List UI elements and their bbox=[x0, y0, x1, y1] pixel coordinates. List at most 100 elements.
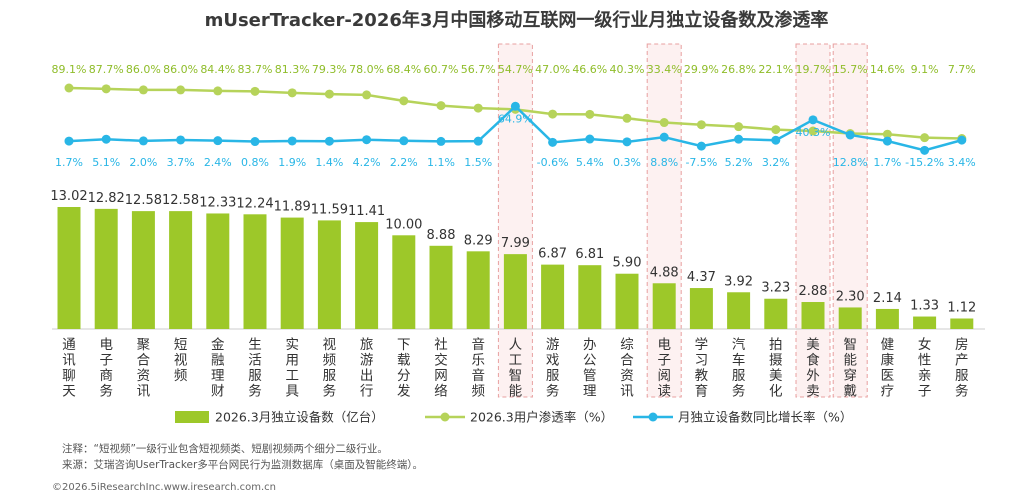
penetration-point bbox=[696, 120, 706, 130]
bar bbox=[57, 207, 81, 329]
penetration-point bbox=[399, 96, 409, 106]
growth-point bbox=[771, 135, 781, 145]
category-label: 音乐音频 bbox=[471, 336, 485, 400]
growth-label: 3.2% bbox=[762, 156, 790, 169]
bar bbox=[838, 307, 862, 329]
penetration-label: 19.7% bbox=[796, 63, 831, 76]
category-label: 健康医疗 bbox=[881, 337, 895, 400]
category-label: 学习教育 bbox=[695, 337, 709, 400]
penetration-point bbox=[324, 89, 334, 99]
bar bbox=[764, 298, 788, 329]
growth-label: -15.2% bbox=[905, 156, 944, 169]
growth-point bbox=[436, 136, 446, 146]
legend-label-bars: 2026.3月独立设备数（亿台） bbox=[215, 410, 384, 425]
penetration-point bbox=[64, 83, 74, 93]
growth-point bbox=[324, 136, 334, 146]
growth-point bbox=[510, 101, 520, 111]
penetration-point bbox=[622, 113, 632, 123]
penetration-point bbox=[882, 129, 892, 139]
penetration-label: 29.9% bbox=[684, 63, 719, 76]
bar-series bbox=[57, 207, 974, 329]
penetration-label: 87.7% bbox=[89, 63, 124, 76]
penetration-label: 40.3% bbox=[610, 63, 645, 76]
category-label: 旅游出行 bbox=[360, 337, 374, 400]
chart-source: 来源：艾瑞咨询UserTracker多平台网民行为监测数据库（桌面及智能终端）。 bbox=[62, 459, 424, 471]
penetration-point bbox=[659, 118, 669, 128]
bar bbox=[689, 288, 713, 329]
growth-line-series bbox=[64, 101, 967, 155]
growth-label: 1.7% bbox=[55, 156, 83, 169]
penetration-point bbox=[473, 103, 483, 113]
penetration-point bbox=[287, 88, 297, 98]
growth-point bbox=[920, 145, 930, 155]
chart-note: 注释：“短视频”一级行业包含短视频类、短剧视频两个细分二级行业。 bbox=[62, 443, 388, 455]
bar-value-label: 12.24 bbox=[236, 196, 273, 211]
penetration-point bbox=[585, 109, 595, 119]
penetration-point bbox=[138, 85, 148, 95]
highlight-box bbox=[646, 43, 682, 398]
growth-label: 1.5% bbox=[464, 156, 492, 169]
penetration-point bbox=[548, 109, 558, 119]
bar-value-label: 3.92 bbox=[724, 274, 753, 289]
penetration-label: 9.1% bbox=[911, 63, 939, 76]
chart-title: mUserTracker-2026年3月中国移动互联网一级行业月独立设备数及渗透… bbox=[204, 10, 829, 31]
bar-value-label: 5.90 bbox=[613, 256, 642, 271]
legend-label-penetration: 2026.3用户渗透率（%） bbox=[470, 410, 613, 425]
growth-label: 5.4% bbox=[576, 156, 604, 169]
bar-value-label: 10.00 bbox=[385, 217, 422, 232]
bar-value-label: 12.58 bbox=[162, 193, 199, 208]
growth-point bbox=[64, 136, 74, 146]
growth-point bbox=[659, 132, 669, 142]
bar-value-label: 4.88 bbox=[650, 265, 679, 280]
growth-point bbox=[882, 136, 892, 146]
growth-point bbox=[957, 135, 967, 145]
growth-point bbox=[138, 136, 148, 146]
growth-point bbox=[734, 134, 744, 144]
bar bbox=[875, 308, 899, 329]
bar bbox=[169, 211, 193, 329]
category-label: 短视频 bbox=[174, 337, 188, 384]
growth-point bbox=[362, 135, 372, 145]
growth-label: 3.4% bbox=[948, 156, 976, 169]
bar-value-label: 11.41 bbox=[348, 204, 385, 219]
data-labels: 89.1% 87.7% 86.0% 86.0% 84.4% 83.7% 81.3% 79.3%… bbox=[50, 63, 976, 316]
growth-label: 0.8% bbox=[241, 156, 269, 169]
bar bbox=[466, 251, 490, 329]
category-label: 综合资讯 bbox=[620, 337, 634, 400]
growth-label: 3.7% bbox=[167, 156, 195, 169]
growth-label: -0.6% bbox=[537, 156, 569, 169]
penetration-label: 84.4% bbox=[200, 63, 235, 76]
penetration-label: 33.4% bbox=[647, 63, 682, 76]
bar-value-label: 8.29 bbox=[464, 233, 493, 248]
bar bbox=[950, 318, 974, 329]
bar bbox=[94, 208, 118, 329]
bar-value-label: 1.12 bbox=[947, 301, 976, 316]
growth-label: 8.8% bbox=[650, 156, 678, 169]
penetration-label: 7.7% bbox=[948, 63, 976, 76]
growth-label: 40.3% bbox=[796, 126, 831, 139]
growth-label: 5.2% bbox=[725, 156, 753, 169]
bar-value-label: 13.02 bbox=[50, 189, 87, 204]
category-label: 聚合资讯 bbox=[137, 337, 151, 400]
penetration-label: 79.3% bbox=[312, 63, 347, 76]
bar-value-label: 4.37 bbox=[687, 270, 716, 285]
penetration-point bbox=[101, 84, 111, 94]
category-label: 人工智能 bbox=[509, 337, 523, 400]
penetration-label: 89.1% bbox=[52, 63, 87, 76]
bar bbox=[727, 292, 751, 329]
penetration-label: 22.1% bbox=[758, 63, 793, 76]
bar-value-label: 1.33 bbox=[910, 299, 939, 314]
growth-point bbox=[585, 134, 595, 144]
penetration-point bbox=[734, 122, 744, 132]
bar bbox=[801, 302, 825, 329]
category-label: 视频服务 bbox=[323, 337, 337, 400]
category-label: 社交网络 bbox=[434, 337, 448, 400]
category-label: 电子商务 bbox=[99, 337, 113, 400]
category-label: 电子阅读 bbox=[657, 337, 671, 400]
bar-value-label: 6.87 bbox=[538, 247, 567, 262]
bar bbox=[913, 316, 937, 329]
penetration-label: 54.7% bbox=[498, 63, 533, 76]
growth-label: 1.1% bbox=[427, 156, 455, 169]
penetration-point bbox=[362, 90, 372, 100]
highlight-box bbox=[795, 43, 831, 398]
